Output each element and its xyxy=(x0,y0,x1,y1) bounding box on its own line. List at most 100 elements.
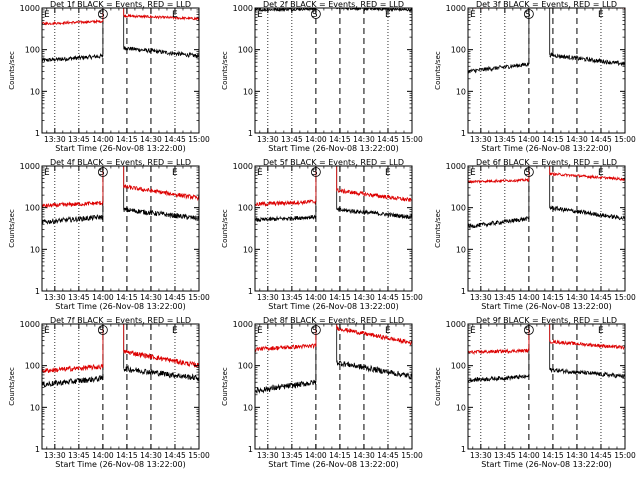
y-axis-label: Counts/sec xyxy=(221,367,229,406)
plot-frame xyxy=(467,7,626,134)
panel-title: Det 8f BLACK = Events, RED = LLD xyxy=(263,316,404,325)
x-tick-label: 14:45 xyxy=(164,451,186,460)
y-axis-label: Counts/sec xyxy=(221,51,229,90)
x-tick-label: 14:45 xyxy=(377,293,399,302)
x-tick-label: 14:30 xyxy=(566,293,588,302)
y-tick-label: 1 xyxy=(35,445,40,454)
plot-frame xyxy=(41,323,200,450)
plot-frame xyxy=(467,323,626,450)
x-tick-label: 13:30 xyxy=(470,293,492,302)
marker-e-label: E xyxy=(385,168,391,178)
marker-e-label: E xyxy=(172,326,178,336)
panel-det-5: Det 5f BLACK = Events, RED = LLD 1 10 100 10… xyxy=(221,158,423,311)
y-axis-label: Counts/sec xyxy=(8,367,16,406)
y-tick-label: 100 xyxy=(25,362,40,371)
y-axis-label: Counts/sec xyxy=(434,209,442,248)
marker-e-label: E xyxy=(172,10,178,20)
x-tick-label: 15:00 xyxy=(188,135,210,144)
x-tick-label: 13:30 xyxy=(470,451,492,460)
x-axis-label: Start Time (26-Nov-08 13:22:00) xyxy=(268,302,398,311)
x-tick-label: 13:30 xyxy=(257,135,279,144)
y-axis-label: Counts/sec xyxy=(221,209,229,248)
series-line-events xyxy=(468,324,625,384)
x-tick-label: 14:30 xyxy=(140,293,162,302)
x-tick-label: 15:00 xyxy=(188,293,210,302)
marker-e-label: E xyxy=(172,168,178,178)
x-tick-label: 13:45 xyxy=(68,293,90,302)
series-line-lld xyxy=(468,166,625,184)
y-axis-label: Counts/sec xyxy=(8,51,16,90)
marker-s-circle xyxy=(310,325,321,335)
series-line-events xyxy=(255,324,412,394)
x-tick-label: 13:45 xyxy=(494,135,516,144)
marker-s-label: S xyxy=(312,168,318,178)
marker-s-label: S xyxy=(525,168,531,178)
x-tick-label: 14:30 xyxy=(566,135,588,144)
series-line-events xyxy=(255,166,412,222)
marker-s-label: S xyxy=(99,168,105,178)
x-tick-label: 13:45 xyxy=(494,451,516,460)
x-tick-label: 14:00 xyxy=(518,135,540,144)
x-tick-label: 14:45 xyxy=(164,135,186,144)
y-tick-label: 1 xyxy=(35,287,40,296)
x-tick-label: 14:45 xyxy=(377,135,399,144)
marker-e-label: E xyxy=(470,10,476,20)
marker-e-label: E xyxy=(470,326,476,336)
x-tick-label: 15:00 xyxy=(188,451,210,460)
marker-s-circle xyxy=(97,167,108,177)
x-tick-label: 14:45 xyxy=(590,135,612,144)
marker-e-label: E xyxy=(385,10,391,20)
y-tick-label: 1000 xyxy=(233,162,253,171)
plot-frame xyxy=(41,7,200,134)
y-tick-label: 10 xyxy=(30,245,40,254)
marker-e-label: E xyxy=(598,168,604,178)
marker-s-label: S xyxy=(312,10,318,20)
series-line-events xyxy=(468,8,625,74)
marker-e-label: E xyxy=(44,326,50,336)
x-tick-label: 14:30 xyxy=(140,135,162,144)
y-tick-label: 1000 xyxy=(446,320,466,329)
y-tick-label: 10 xyxy=(243,87,253,96)
x-tick-label: 13:45 xyxy=(494,293,516,302)
x-tick-label: 15:00 xyxy=(401,135,423,144)
panel-title: Det 2f BLACK = Events, RED = LLD xyxy=(263,0,404,9)
panel-det-8: Det 8f BLACK = Events, RED = LLD 1 10 100 10… xyxy=(221,316,423,469)
x-tick-label: 14:15 xyxy=(116,135,138,144)
y-tick-label: 1 xyxy=(248,129,253,138)
x-tick-label: 13:30 xyxy=(44,135,66,144)
series-line-events xyxy=(42,8,199,63)
x-axis-label: Start Time (26-Nov-08 13:22:00) xyxy=(268,460,398,469)
marker-s-circle xyxy=(310,167,321,177)
x-tick-label: 15:00 xyxy=(614,135,636,144)
x-tick-label: 14:15 xyxy=(542,293,564,302)
x-tick-label: 14:00 xyxy=(92,451,114,460)
x-axis-label: Start Time (26-Nov-08 13:22:00) xyxy=(268,144,398,153)
y-tick-label: 1000 xyxy=(233,4,253,13)
panel-det-3: Det 3f BLACK = Events, RED = LLD 1 10 100 10… xyxy=(434,0,636,153)
y-axis-label: Counts/sec xyxy=(8,209,16,248)
y-tick-label: 10 xyxy=(456,245,466,254)
y-tick-label: 10 xyxy=(30,87,40,96)
x-tick-label: 14:00 xyxy=(305,293,327,302)
x-tick-label: 13:30 xyxy=(257,293,279,302)
x-tick-label: 14:30 xyxy=(353,451,375,460)
y-tick-label: 10 xyxy=(243,403,253,412)
marker-s-label: S xyxy=(525,10,531,20)
y-tick-label: 1000 xyxy=(20,162,40,171)
x-tick-label: 13:30 xyxy=(44,451,66,460)
x-axis-label: Start Time (26-Nov-08 13:22:00) xyxy=(55,144,185,153)
x-tick-label: 14:00 xyxy=(305,135,327,144)
series-line-lld xyxy=(42,8,199,26)
panel-det-7: Det 7f BLACK = Events, RED = LLD 1 10 100 10… xyxy=(8,316,210,469)
marker-s-label: S xyxy=(312,326,318,336)
series-line-events xyxy=(42,324,199,388)
panel-det-1: Det 1f BLACK = Events, RED = LLD 1 10 100 10… xyxy=(8,0,210,153)
panel-det-6: Det 6f BLACK = Events, RED = LLD 1 10 100 10… xyxy=(434,158,636,311)
x-tick-label: 13:45 xyxy=(281,293,303,302)
y-tick-label: 1000 xyxy=(233,320,253,329)
x-tick-label: 13:30 xyxy=(257,451,279,460)
x-axis-label: Start Time (26-Nov-08 13:22:00) xyxy=(481,460,611,469)
series-line-lld xyxy=(42,324,199,374)
plot-frame xyxy=(254,7,413,134)
